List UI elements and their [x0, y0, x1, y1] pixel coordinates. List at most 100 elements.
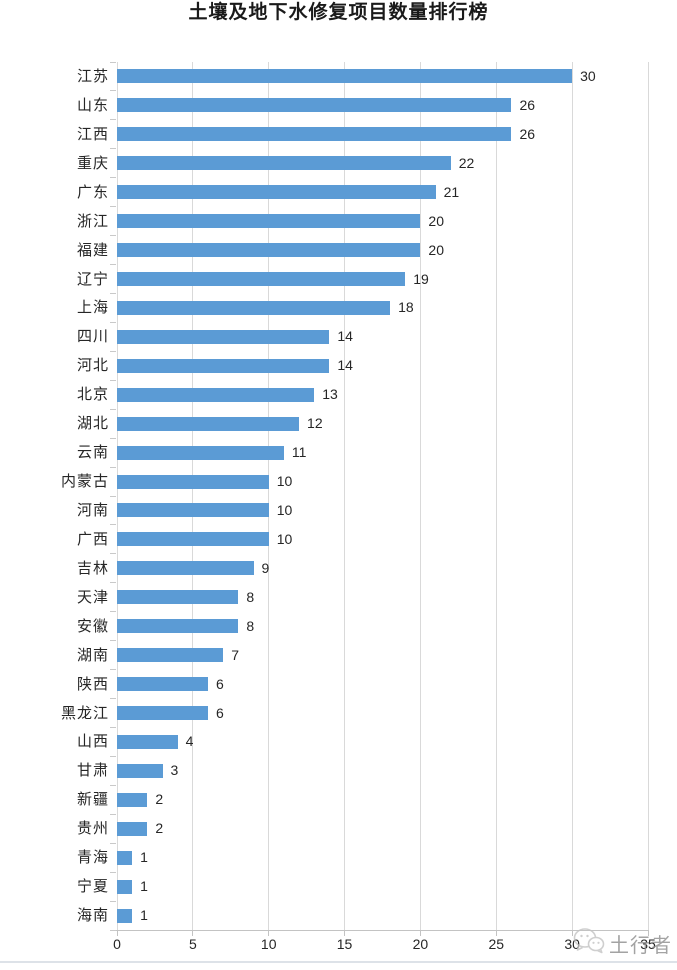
x-axis-tick-label: 0 [113, 936, 121, 952]
category-label: 陕西 [76, 674, 109, 693]
bar [117, 69, 573, 84]
value-label: 11 [291, 444, 307, 461]
category-label: 贵州 [76, 819, 109, 838]
y-axis-tick [110, 784, 116, 786]
y-axis-tick [110, 466, 116, 468]
category-label: 山东 [76, 95, 109, 114]
category-label: 湖北 [76, 414, 109, 433]
value-label: 20 [428, 212, 444, 229]
x-axis-tick-label: 30 [564, 936, 580, 952]
bar [117, 503, 269, 518]
y-axis-tick [110, 61, 116, 63]
value-label: 19 [413, 270, 429, 287]
x-axis-tick-label: 5 [188, 936, 197, 952]
y-axis-tick [110, 408, 116, 410]
y-axis-tick [110, 524, 116, 526]
category-label: 福建 [76, 240, 109, 259]
gridline [571, 62, 573, 930]
x-axis-tick-label: 20 [412, 936, 429, 952]
value-label: 30 [580, 68, 596, 84]
bar [117, 214, 421, 229]
value-label: 26 [519, 125, 536, 142]
value-label: 1 [140, 849, 148, 866]
watermark: 土行者 [573, 927, 672, 960]
bar [117, 127, 512, 142]
gridline [116, 62, 118, 930]
bar [117, 243, 421, 258]
bar [117, 272, 406, 286]
category-label: 广东 [76, 182, 109, 201]
value-label: 10 [276, 530, 293, 547]
bar [117, 387, 315, 402]
category-label: 吉林 [76, 558, 109, 577]
bar [117, 792, 148, 807]
bar [117, 619, 239, 634]
y-axis-tick [110, 235, 116, 237]
category-label: 云南 [76, 443, 109, 462]
value-label: 18 [398, 299, 414, 316]
bar [117, 763, 163, 778]
y-axis-tick [110, 437, 116, 439]
y-axis-tick [110, 640, 116, 642]
bottom-divider [0, 961, 677, 963]
x-axis-tick-label: 35 [640, 936, 656, 952]
value-label: 4 [185, 733, 194, 750]
x-axis-tick [647, 931, 649, 936]
bar [117, 648, 224, 663]
x-axis-tick [495, 931, 497, 936]
value-label: 1 [140, 878, 148, 895]
plot-area [110, 61, 649, 936]
category-label: 广西 [76, 529, 109, 548]
value-label: 3 [170, 762, 179, 779]
y-axis-tick [110, 698, 116, 700]
y-axis-tick [110, 321, 116, 323]
category-label: 江苏 [76, 67, 109, 85]
category-label: 海南 [76, 906, 109, 925]
bar [117, 821, 148, 836]
category-label: 内蒙古 [60, 472, 109, 491]
bar [117, 908, 133, 923]
y-axis-tick [110, 755, 116, 757]
category-label: 甘肃 [76, 761, 109, 780]
x-axis-tick [116, 931, 118, 936]
bar [117, 734, 178, 749]
y-axis-tick [110, 119, 116, 121]
category-label: 湖南 [76, 645, 109, 664]
category-label: 新疆 [76, 790, 109, 809]
x-axis-tick [192, 931, 194, 936]
x-axis-line [116, 930, 649, 931]
value-label: 2 [155, 820, 164, 837]
bar [117, 474, 269, 489]
y-axis-tick [110, 611, 116, 613]
value-label: 13 [322, 386, 338, 403]
y-axis-tick [110, 929, 116, 931]
value-label: 14 [337, 357, 353, 374]
x-axis-tick-label: 15 [336, 936, 353, 952]
y-axis-tick [110, 148, 116, 150]
bar [117, 706, 209, 720]
bar [117, 879, 133, 894]
y-axis-tick [110, 871, 116, 873]
x-axis-tick-label: 25 [488, 936, 505, 952]
bar [117, 300, 391, 315]
y-axis-tick [110, 177, 116, 179]
y-axis-tick [110, 350, 116, 352]
value-label: 1 [140, 907, 148, 924]
y-axis-tick [110, 582, 116, 584]
value-label: 10 [276, 502, 293, 518]
bar [117, 156, 451, 171]
category-label: 上海 [76, 298, 109, 317]
y-axis-tick [110, 379, 116, 381]
category-label: 辽宁 [76, 269, 109, 288]
bar [117, 445, 284, 460]
category-label: 黑龙江 [60, 703, 109, 722]
y-axis-tick [110, 842, 116, 844]
value-label: 26 [519, 96, 536, 113]
bar [117, 590, 239, 605]
y-axis-tick [110, 292, 116, 294]
category-label: 山西 [76, 732, 109, 751]
gridline [647, 62, 649, 930]
value-label: 6 [216, 675, 224, 692]
value-label: 6 [216, 704, 224, 721]
